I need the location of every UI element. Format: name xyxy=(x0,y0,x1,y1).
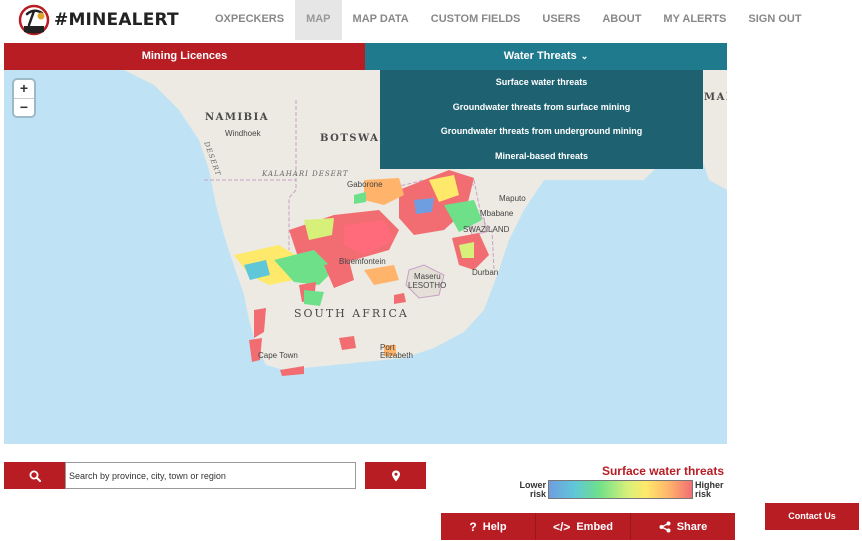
legend-lower-risk-label: risk xyxy=(529,489,546,499)
map-label-mbabane: Mbabane xyxy=(480,209,514,218)
contact-us-button[interactable]: Contact Us xyxy=(765,503,859,530)
help-label: Help xyxy=(482,520,507,533)
brand-name: #MINEALERT xyxy=(54,10,179,30)
action-bar: ? Help </> Embed Share xyxy=(441,513,735,540)
map-label-port: Port xyxy=(380,343,395,352)
help-button[interactable]: ? Help xyxy=(441,513,535,540)
map-label-botswana: BOTSWAN xyxy=(320,133,391,144)
nav-item-my-alerts[interactable]: MY ALERTS xyxy=(663,13,727,25)
map-label-lesotho: LESOTHO xyxy=(408,281,447,290)
search-input[interactable] xyxy=(65,462,356,489)
brand-logo[interactable]: #MINEALERT xyxy=(18,4,179,36)
top-header: #MINEALERT OXPECKERS MAP MAP DATA CUSTOM… xyxy=(0,0,862,40)
nav-item-users[interactable]: USERS xyxy=(542,13,581,25)
nav-item-custom-fields[interactable]: CUSTOM FIELDS xyxy=(430,13,521,25)
menu-item-surface-water-threats[interactable]: Surface water threats xyxy=(495,77,588,87)
search-button[interactable] xyxy=(4,462,65,489)
map-label-kalahari: KALAHARI DESERT xyxy=(262,170,349,178)
zoom-in-button[interactable]: + xyxy=(19,80,29,96)
map-label-maputo: Maputo xyxy=(499,194,526,203)
legend-lower-risk: Lower risk xyxy=(512,481,546,499)
map-label-elizabeth: Elizabeth xyxy=(380,351,413,360)
map-label-windhoek: Windhoek xyxy=(225,129,261,138)
legend-higher-label: Higher xyxy=(695,480,724,490)
legend-higher-risk-label: risk xyxy=(695,489,712,499)
main-nav: OXPECKERS MAP MAP DATA CUSTOM FIELDS USE… xyxy=(204,0,813,40)
legend-lower-label: Lower xyxy=(519,480,546,490)
menu-item-groundwater-surface-mining[interactable]: Groundwater threats from surface mining xyxy=(452,101,631,112)
map-label-gaborone: Gaborone xyxy=(347,180,383,189)
map-label-south-africa: SOUTH AFRICA xyxy=(294,307,409,320)
zoom-control: + − xyxy=(14,80,34,116)
map-marker-icon xyxy=(391,470,400,481)
map-label-namibia: NAMIBIA xyxy=(205,112,270,123)
chevron-down-icon: ⌄ xyxy=(580,51,589,61)
map-label-cape-town: Cape Town xyxy=(258,351,298,360)
locate-button[interactable] xyxy=(365,462,426,489)
menu-item-groundwater-underground-mining[interactable]: Groundwater threats from underground min… xyxy=(440,126,643,136)
nav-item-about[interactable]: ABOUT xyxy=(602,13,642,25)
water-threats-dropdown: Surface water threats Groundwater threat… xyxy=(380,70,703,169)
map-label-durban: Durban xyxy=(472,268,499,277)
map-label-madagascar: MADA xyxy=(704,92,727,103)
zoom-out-button[interactable]: − xyxy=(14,98,34,116)
tab-water-threats[interactable]: Water Threats ⌄ xyxy=(365,43,727,70)
share-button[interactable]: Share xyxy=(630,513,735,540)
share-label: Share xyxy=(676,520,708,533)
map-label-bloemfontein: Bloemfontein xyxy=(339,257,386,266)
tab-water-threats-label: Water Threats xyxy=(503,50,577,62)
question-icon: ? xyxy=(469,519,477,534)
pickaxe-logo-icon xyxy=(18,4,50,36)
legend-higher-risk: Higher risk xyxy=(695,481,724,499)
embed-button[interactable]: </> Embed xyxy=(535,513,630,540)
nav-item-map-data[interactable]: MAP DATA xyxy=(352,13,409,25)
nav-item-oxpeckers[interactable]: OXPECKERS xyxy=(215,13,285,25)
map-label-maseru: Maseru xyxy=(414,272,441,281)
nav-item-map[interactable]: MAP xyxy=(295,0,342,40)
legend-color-scale xyxy=(548,480,693,499)
legend-title: Surface water threats xyxy=(601,464,724,478)
tab-mining-licences[interactable]: Mining Licences xyxy=(4,43,365,70)
embed-label: Embed xyxy=(576,520,614,533)
share-icon xyxy=(659,521,671,532)
nav-item-sign-out[interactable]: SIGN OUT xyxy=(748,13,802,25)
map-label-swaziland: SWAZILAND xyxy=(463,225,510,234)
code-icon: </> xyxy=(552,519,571,534)
menu-item-mineral-based-threats[interactable]: Mineral-based threats xyxy=(494,150,589,161)
search-icon xyxy=(29,470,41,482)
